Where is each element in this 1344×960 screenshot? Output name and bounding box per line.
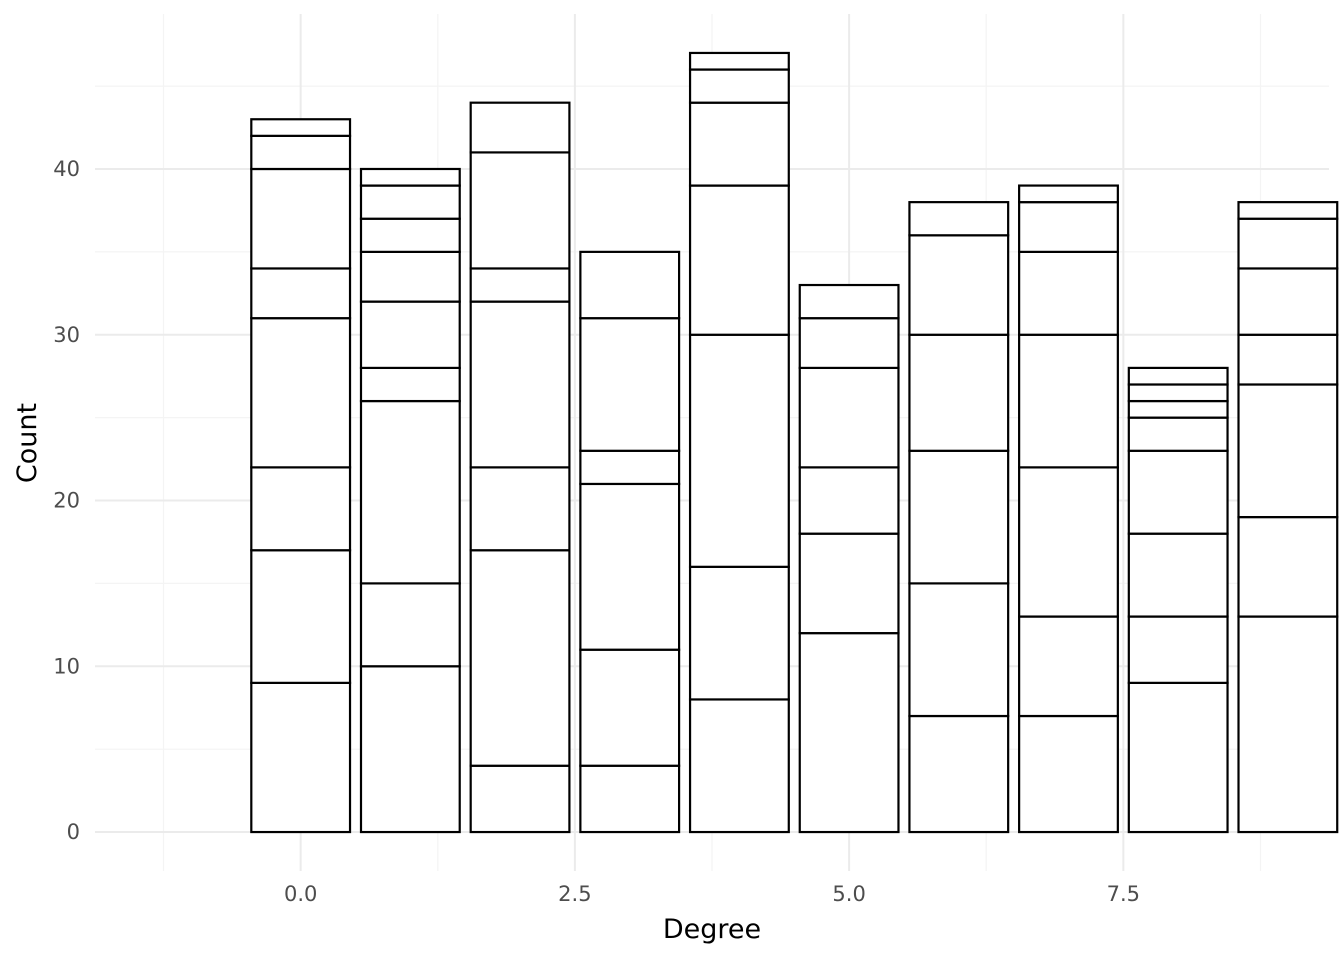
- x-tick-label: 0.0: [284, 882, 317, 906]
- bar-segment: [688, 184, 790, 336]
- bar-segment: [908, 582, 1010, 718]
- bar-segment: [1018, 714, 1119, 834]
- bar-segment: [359, 399, 461, 585]
- bar-segment: [908, 234, 1010, 336]
- bar-segment: [579, 317, 681, 452]
- bar-3: [579, 250, 681, 834]
- bar-segment: [798, 632, 900, 834]
- bar-segment: [1018, 250, 1119, 336]
- x-tick-label: 2.5: [558, 882, 591, 906]
- bars: [250, 51, 1339, 834]
- bar-segment: [1018, 333, 1119, 469]
- y-tick-label: 40: [53, 157, 80, 181]
- bar-segment: [579, 250, 681, 320]
- bar-segment: [469, 101, 571, 154]
- bar-segment: [579, 482, 681, 651]
- bar-segment: [1237, 217, 1339, 270]
- bar-segment: [1127, 615, 1229, 684]
- bar-segment: [908, 714, 1010, 834]
- bar-segment: [469, 466, 571, 552]
- x-axis-ticks: 0.0 2.5 5.0 7.5: [284, 882, 1140, 906]
- bar-segment: [250, 549, 352, 684]
- bar-6: [908, 201, 1010, 834]
- bar-segment: [359, 665, 461, 834]
- bar-segment: [1237, 383, 1339, 519]
- y-axis-title: Count: [12, 403, 43, 483]
- bar-segment: [688, 101, 790, 187]
- x-axis-title: Degree: [663, 914, 761, 945]
- bar-segment: [798, 366, 900, 469]
- bar-segment: [250, 267, 352, 320]
- bar-0: [250, 118, 352, 834]
- bar-segment: [469, 549, 571, 767]
- bar-segment: [579, 764, 681, 834]
- bar-segment: [1127, 366, 1229, 386]
- bar-segment: [250, 167, 352, 270]
- y-tick-label: 20: [53, 489, 80, 513]
- bar-segment: [469, 300, 571, 469]
- bar-segment: [908, 333, 1010, 452]
- bar-5: [798, 283, 900, 834]
- x-tick-label: 7.5: [1107, 882, 1140, 906]
- y-tick-label: 0: [67, 820, 80, 844]
- bar-segment: [1237, 333, 1339, 386]
- bar-segment: [579, 449, 681, 486]
- bar-segment: [1018, 184, 1119, 204]
- bar-segment: [908, 201, 1010, 237]
- bar-segment: [1127, 532, 1229, 618]
- bar-segment: [250, 317, 352, 469]
- bar-segment: [1127, 399, 1229, 419]
- bar-2: [469, 101, 571, 834]
- bar-segment: [359, 167, 461, 187]
- bar-segment: [469, 151, 571, 270]
- bar-segment: [359, 217, 461, 253]
- bar-segment: [1127, 383, 1229, 403]
- bar-segment: [1237, 515, 1339, 618]
- bar-segment: [798, 283, 900, 320]
- bar-segment: [1018, 466, 1119, 618]
- bar-segment: [359, 300, 461, 370]
- bar-segment: [1127, 681, 1229, 834]
- bar-segment: [1237, 267, 1339, 336]
- y-tick-label: 30: [53, 323, 80, 347]
- bar-segment: [1237, 615, 1339, 834]
- bar-segment: [359, 250, 461, 303]
- bar-segment: [688, 698, 790, 834]
- bar-segment: [359, 582, 461, 668]
- bar-segment: [469, 267, 571, 303]
- bar-1: [359, 167, 461, 834]
- bar-segment: [908, 449, 1010, 585]
- bar-segment: [250, 681, 352, 834]
- bar-9: [1237, 201, 1339, 834]
- x-tick-label: 5.0: [832, 882, 865, 906]
- bar-8: [1127, 366, 1229, 834]
- bar-segment: [688, 333, 790, 568]
- bar-4: [688, 51, 790, 834]
- bar-segment: [1127, 449, 1229, 535]
- bar-segment: [250, 466, 352, 552]
- bar-segment: [250, 118, 352, 137]
- bar-segment: [798, 532, 900, 635]
- bar-segment: [579, 648, 681, 767]
- bar-segment: [469, 764, 571, 834]
- y-axis-ticks: 0 10 20 30 40: [53, 157, 80, 844]
- bar-segment: [688, 565, 790, 701]
- bar-segment: [250, 134, 352, 171]
- bar-segment: [1018, 201, 1119, 253]
- y-tick-label: 10: [53, 654, 80, 678]
- bar-segment: [688, 51, 790, 71]
- bar-segment: [798, 317, 900, 370]
- bar-segment: [1127, 416, 1229, 452]
- bar-segment: [688, 68, 790, 104]
- bar-segment: [1018, 615, 1119, 718]
- bar-7: [1018, 184, 1119, 834]
- bar-segment: [1237, 201, 1339, 220]
- bar-segment: [359, 184, 461, 220]
- bar-segment: [359, 366, 461, 403]
- bar-segment: [798, 466, 900, 535]
